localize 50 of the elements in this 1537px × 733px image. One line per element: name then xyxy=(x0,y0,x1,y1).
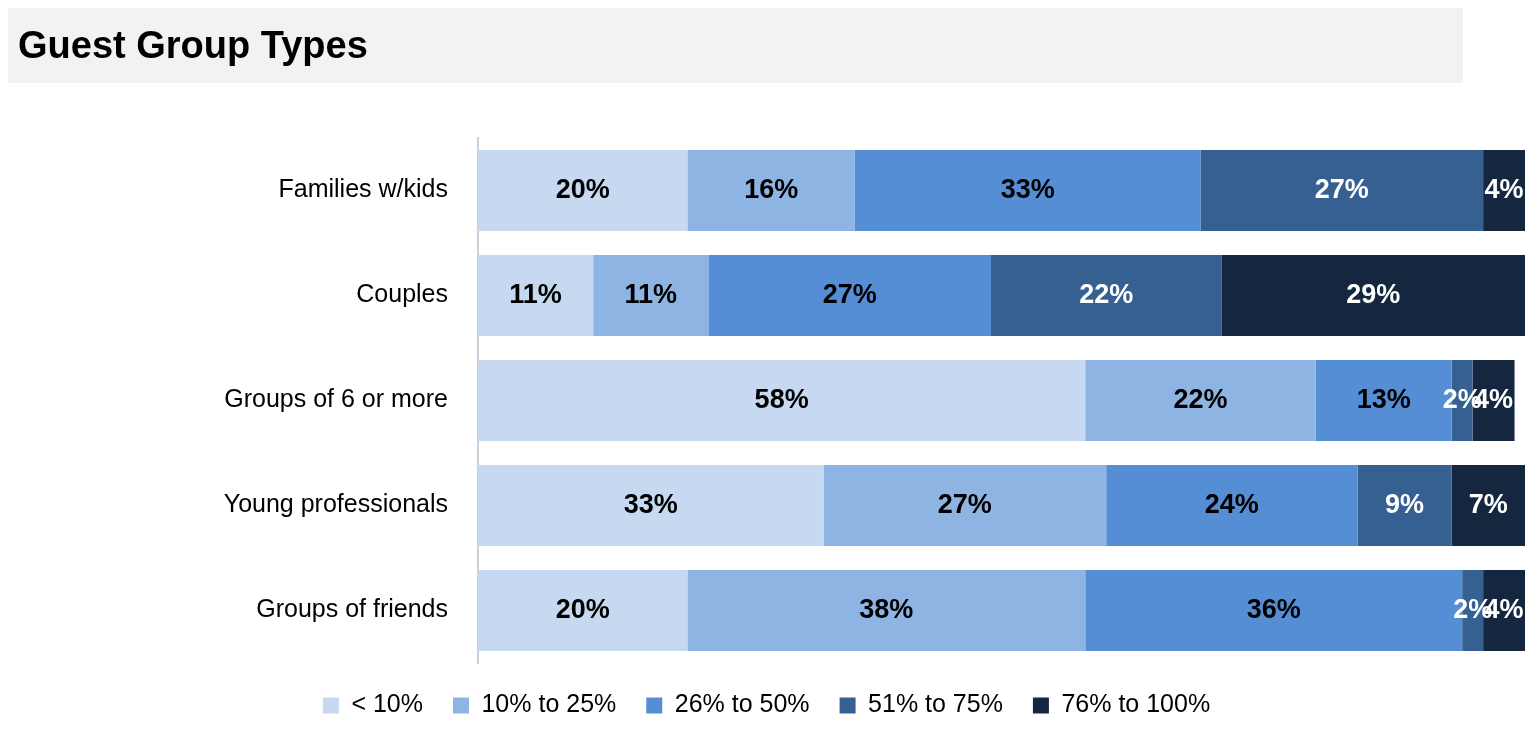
bar xyxy=(1357,465,1452,546)
y-tick-label: Groups of friends xyxy=(256,594,448,623)
bar xyxy=(478,570,688,651)
data-label: 24% xyxy=(1204,488,1259,519)
bar xyxy=(478,360,1086,441)
bar xyxy=(1221,255,1525,336)
legend-label: 10% to 25% xyxy=(481,689,617,718)
y-tick-label: Young professionals xyxy=(223,489,448,518)
y-tick-label: Couples xyxy=(356,279,448,308)
data-label: 27% xyxy=(822,278,877,309)
bar xyxy=(687,570,1086,651)
bar xyxy=(478,150,688,231)
y-tick-label: Groups of 6 or more xyxy=(224,384,448,413)
data-label: 36% xyxy=(1246,593,1301,624)
data-label: 9% xyxy=(1385,488,1425,519)
data-label: 33% xyxy=(623,488,678,519)
bar xyxy=(854,150,1201,231)
data-label: 22% xyxy=(1079,278,1134,309)
bar xyxy=(687,150,855,231)
bar xyxy=(1451,465,1525,546)
data-label: 7% xyxy=(1468,488,1508,519)
data-label: 27% xyxy=(1314,173,1369,204)
data-label: 38% xyxy=(859,593,914,624)
bar xyxy=(708,255,992,336)
data-label: 20% xyxy=(555,593,610,624)
data-label: 11% xyxy=(509,278,562,309)
legend-label: 51% to 75% xyxy=(868,689,1003,718)
data-label: 58% xyxy=(754,383,809,414)
data-label: 20% xyxy=(555,173,610,204)
data-label: 27% xyxy=(937,488,992,519)
data-label: 29% xyxy=(1346,278,1401,309)
y-tick-label: Families w/kids xyxy=(278,174,448,203)
chart-title: Guest Group Types xyxy=(8,8,1463,83)
data-label: 11% xyxy=(624,278,678,309)
bar xyxy=(478,255,594,336)
bar xyxy=(823,465,1107,546)
bar xyxy=(478,465,824,546)
bar xyxy=(1200,150,1484,231)
legend-label: 26% to 50% xyxy=(674,689,810,718)
legend-label: 76% to 100% xyxy=(1061,689,1211,718)
data-label: 16% xyxy=(744,173,799,204)
bar xyxy=(991,255,1222,336)
bar xyxy=(1085,360,1316,441)
data-label: 4% xyxy=(1484,173,1524,204)
legend-label: < 10% xyxy=(351,689,423,718)
data-label: 13% xyxy=(1356,383,1411,414)
bar xyxy=(593,255,709,336)
data-label: 22% xyxy=(1173,383,1228,414)
bar xyxy=(1106,465,1358,546)
data-label: 33% xyxy=(1000,173,1055,204)
